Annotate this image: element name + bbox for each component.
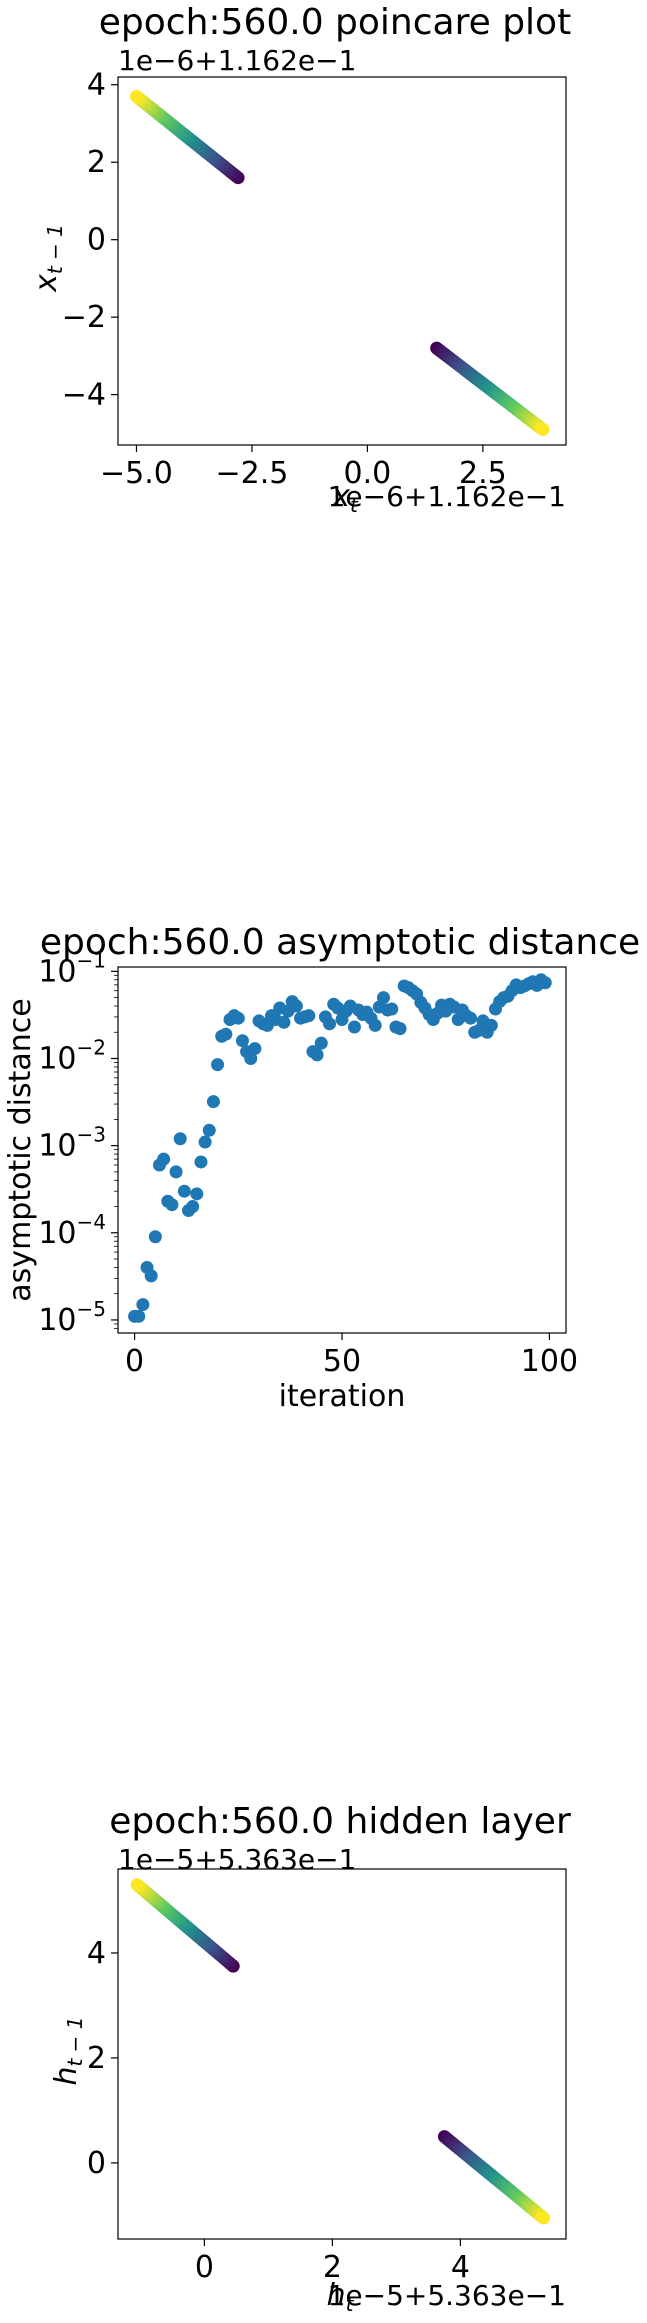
scatter-point bbox=[310, 1048, 324, 1062]
plot-frame bbox=[117, 76, 567, 446]
scatter-point bbox=[206, 1095, 220, 1109]
y-offset-text: 1e−6+1.162e−1 bbox=[118, 44, 356, 77]
x-offset-text: 1e−5+5.363e−1 bbox=[328, 2279, 566, 2312]
x-tick-label: 0 bbox=[195, 2250, 214, 2285]
scatter-point bbox=[368, 1018, 382, 1032]
x-tick-label: −2.5 bbox=[216, 456, 289, 491]
chart-title: epoch:560.0 hidden layer bbox=[109, 1801, 571, 1842]
x-axis-label: xt bbox=[331, 479, 359, 517]
scatter-point bbox=[202, 1123, 216, 1137]
y-tick-label: 4 bbox=[87, 68, 106, 103]
scatter-point bbox=[157, 1152, 171, 1166]
scatter-point bbox=[314, 1036, 328, 1050]
scatter-point bbox=[289, 999, 303, 1013]
y-tick-label: −2 bbox=[62, 300, 106, 335]
y-tick-label: 2 bbox=[87, 145, 106, 180]
scatter-point bbox=[173, 1132, 187, 1146]
scatter-point bbox=[148, 1230, 162, 1244]
y-axis-ticks: 10−5 10−4 10−3 10−2 10−1 bbox=[38, 948, 118, 1338]
scatter-point bbox=[194, 1155, 208, 1169]
scatter-point bbox=[132, 1309, 146, 1323]
y-axis-label: ht − 1 bbox=[49, 2016, 87, 2085]
y-axis-label: asymptotic distance bbox=[3, 998, 38, 1301]
x-axis-ticks: −5.0 −2.5 0.0 2.5 bbox=[100, 445, 507, 491]
scatter-point bbox=[169, 1165, 183, 1179]
scatter-point bbox=[323, 1017, 337, 1031]
scatter-point bbox=[177, 1184, 191, 1198]
scatter-point bbox=[537, 2211, 551, 2225]
hidden-layer-chart: epoch:560.0 hidden layer 1e−5+5.363e−1 0… bbox=[49, 1801, 571, 2316]
x-tick-label: 2.5 bbox=[459, 456, 507, 491]
y-offset-text: 1e−5+5.363e−1 bbox=[118, 1843, 356, 1876]
x-tick-label: 0.0 bbox=[344, 456, 392, 491]
scatter-points bbox=[128, 973, 552, 1323]
scatter-point bbox=[248, 1042, 262, 1056]
asymptotic-distance-chart: epoch:560.0 asymptotic distance 0 50 100 1… bbox=[3, 922, 640, 1414]
scatter-point bbox=[219, 1027, 233, 1041]
y-axis-ticks: −4 −2 0 2 4 bbox=[62, 68, 118, 413]
scatter-point bbox=[347, 1020, 361, 1034]
scatter-points bbox=[129, 89, 550, 437]
scatter-point bbox=[211, 1058, 225, 1072]
y-tick-label: 10−1 bbox=[38, 948, 106, 989]
scatter-point bbox=[235, 1034, 249, 1048]
y-tick-label: 10−3 bbox=[38, 1123, 106, 1164]
x-tick-label: 2 bbox=[323, 2250, 342, 2285]
scatter-point bbox=[484, 1018, 498, 1032]
x-tick-label: 100 bbox=[521, 1344, 578, 1379]
scatter-point bbox=[464, 1011, 478, 1025]
scatter-point bbox=[277, 1015, 291, 1029]
scatter-point bbox=[186, 1200, 200, 1214]
x-offset-text: 1e−6+1.162e−1 bbox=[328, 480, 566, 513]
scatter-point bbox=[130, 1878, 144, 1892]
scatter-point bbox=[393, 1022, 407, 1036]
x-tick-label: 0 bbox=[125, 1344, 144, 1379]
scatter-point bbox=[190, 1187, 204, 1201]
scatter-point bbox=[302, 1009, 316, 1023]
y-tick-label: 10−4 bbox=[38, 1210, 106, 1251]
y-tick-label: 10−5 bbox=[38, 1297, 106, 1338]
x-tick-label: 50 bbox=[323, 1344, 361, 1379]
y-tick-label: 0 bbox=[87, 2146, 106, 2181]
chart-title: epoch:560.0 poincare plot bbox=[99, 2, 571, 43]
scatter-point bbox=[538, 976, 552, 990]
scatter-point bbox=[136, 1298, 150, 1312]
y-tick-label: 0 bbox=[87, 223, 106, 258]
x-tick-label: −5.0 bbox=[100, 456, 173, 491]
scatter-point bbox=[536, 423, 550, 437]
y-axis-label: xt − 1 bbox=[29, 224, 67, 293]
scatter-point bbox=[129, 89, 143, 103]
scatter-point bbox=[165, 1198, 179, 1212]
chart-title: epoch:560.0 asymptotic distance bbox=[40, 922, 640, 963]
x-axis-label: iteration bbox=[279, 1379, 406, 1414]
x-axis-ticks: 0 50 100 bbox=[125, 1333, 578, 1379]
scatter-point bbox=[385, 1002, 399, 1016]
scatter-point bbox=[376, 991, 390, 1005]
y-tick-label: 4 bbox=[87, 1936, 106, 1971]
plot-frame bbox=[117, 1868, 567, 2240]
scatter-point bbox=[144, 1269, 158, 1283]
scatter-points bbox=[130, 1878, 551, 2225]
y-tick-label: 2 bbox=[87, 2041, 106, 2076]
x-tick-label: 4 bbox=[451, 2250, 470, 2285]
poincare-plot-chart: epoch:560.0 poincare plot 1e−6+1.162e−1 … bbox=[29, 2, 571, 517]
scatter-point bbox=[198, 1135, 212, 1149]
x-axis-ticks: 0 2 4 bbox=[195, 2239, 470, 2285]
y-tick-label: 10−2 bbox=[38, 1036, 106, 1077]
scatter-point bbox=[231, 1011, 245, 1025]
scatter-point bbox=[244, 1052, 258, 1065]
y-axis-ticks: 0 2 4 bbox=[87, 1936, 118, 2181]
y-tick-label: −4 bbox=[62, 378, 106, 413]
